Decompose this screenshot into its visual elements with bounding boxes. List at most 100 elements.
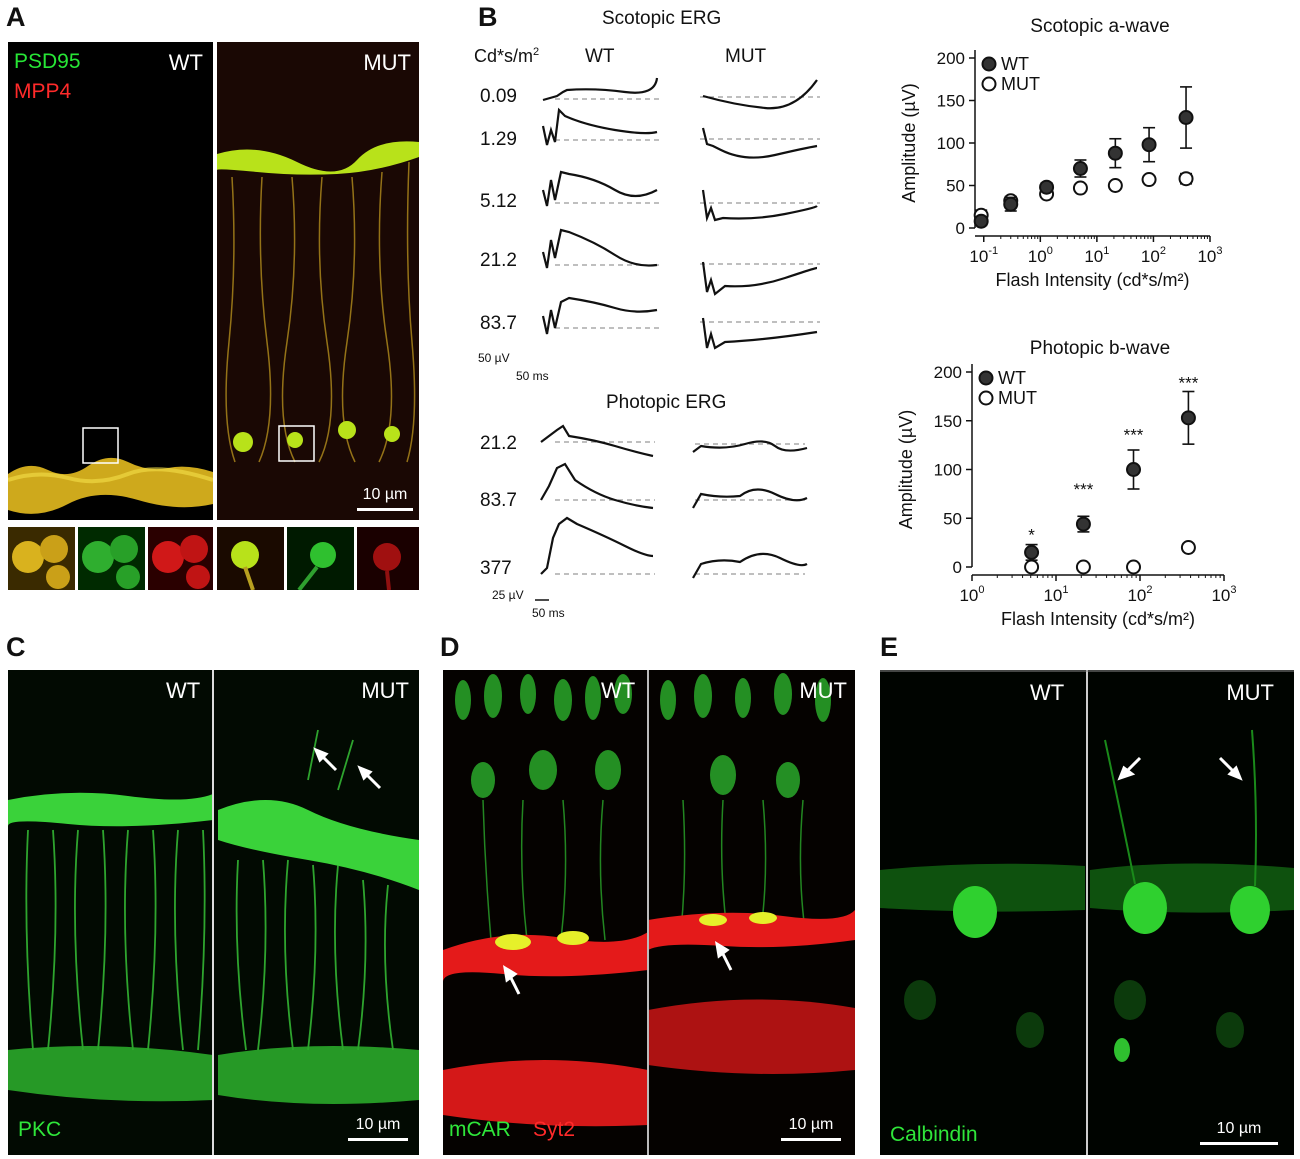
- x-tick-label: 102: [1127, 584, 1152, 605]
- y-tick-label: 100: [934, 461, 962, 480]
- scotopic-mut-header: MUT: [725, 46, 767, 67]
- y-tick-label: 200: [937, 49, 965, 68]
- panel-d-stain-syt2: Syt2: [533, 1118, 576, 1141]
- panel-a-inset-mut-green: [287, 527, 354, 590]
- panel-a-inset-wt-merge: [8, 527, 75, 590]
- legend-label: WT: [1001, 54, 1029, 74]
- photopic-scale-voltage: 25 µV: [492, 588, 524, 602]
- scotopic-erg-title: Scotopic ERG: [602, 8, 722, 29]
- x-tick-label: 100: [1028, 245, 1053, 266]
- photopic-scale-time: 50 ms: [532, 606, 565, 620]
- panel-c-wt-label: WT: [166, 678, 201, 703]
- scotopic-wt-header: WT: [585, 46, 615, 67]
- wt-data-point: [1107, 145, 1123, 161]
- panel-d-mut-label: MUT: [799, 678, 847, 703]
- wt-data-point: [1126, 462, 1142, 477]
- panel-d-structure: [443, 670, 855, 1155]
- y-tick-label: 0: [953, 558, 962, 577]
- significance-marker: ***: [1178, 374, 1198, 393]
- panel-a-wt-label: WT: [168, 50, 203, 75]
- scotopic-intensity-5: 83.7: [480, 313, 517, 334]
- legend-marker: [978, 370, 994, 386]
- legend-label: MUT: [1001, 74, 1040, 94]
- scotopic-intensity-2: 1.29: [480, 129, 517, 150]
- panel-e-image: WT MUT Calbindin 10 µm: [880, 670, 1294, 1155]
- panel-e-scale-bar: [1200, 1142, 1278, 1145]
- panel-letter-c: C: [6, 632, 26, 662]
- panel-e-stain-calbindin: Calbindin: [890, 1123, 978, 1146]
- panel-a-mut-image: MUT 10 µm: [217, 42, 419, 520]
- y-axis-label: Amplitude (µV): [899, 83, 919, 202]
- panel-c-scale-bar: [348, 1138, 408, 1141]
- y-tick-label: 50: [946, 177, 965, 196]
- panel-a-scale-bar: [357, 508, 413, 511]
- panel-a-wt-image: WT PSD95 MPP4: [8, 42, 213, 520]
- mut-data-point: [1075, 559, 1091, 575]
- panel-a-inset-mut-merge: [217, 527, 284, 590]
- photopic-intensity-3: 377: [480, 558, 512, 579]
- panel-letter-a: A: [6, 2, 26, 32]
- y-tick-label: 50: [943, 509, 962, 528]
- legend-label: MUT: [998, 388, 1037, 408]
- x-axis-label: Flash Intensity (cd*s/m²): [995, 270, 1189, 290]
- wt-data-point: [1178, 110, 1194, 125]
- wt-data-point: [1075, 516, 1091, 532]
- chart-title: Photopic b-wave: [1030, 338, 1170, 359]
- panel-e-scale-label: 10 µm: [1216, 1120, 1262, 1137]
- panel-a-inset-wt-red: [148, 527, 213, 590]
- wt-data-point: [1180, 410, 1196, 426]
- x-tick-label: 102: [1141, 245, 1166, 266]
- panel-a-wt-structure: [8, 427, 213, 514]
- panel-d-image: WT MUT mCAR Syt2 10 µm: [443, 670, 855, 1155]
- panel-letter-e: E: [880, 632, 899, 662]
- scotopic-erg-traces: [541, 77, 820, 350]
- y-tick-label: 150: [937, 92, 965, 111]
- photopic-b-wave-chart: Photopic b-wave 0 50 100 150 200 100 101 102 103 F…: [896, 338, 1237, 629]
- legend-marker: [978, 390, 994, 406]
- wt-data-point: [1141, 137, 1157, 153]
- chart-title: Scotopic a-wave: [1030, 16, 1169, 37]
- panel-c-mut-label: MUT: [361, 678, 409, 703]
- y-tick-label: 100: [937, 134, 965, 153]
- legend-marker: [981, 76, 997, 92]
- panel-c-image: WT MUT PKC 10 µm: [8, 670, 419, 1155]
- mut-data-point: [1178, 171, 1194, 187]
- mut-data-point: [1180, 540, 1196, 555]
- panel-d-stain-mcar: mCAR: [449, 1118, 511, 1141]
- wt-data-point: [973, 213, 989, 229]
- scotopic-scale-voltage: 50 µV: [478, 351, 510, 365]
- photopic-intensity-1: 21.2: [480, 433, 517, 454]
- scotopic-scale-time: 50 ms: [516, 369, 549, 383]
- panel-e-mut-label: MUT: [1226, 680, 1274, 705]
- panel-a-inset-mut-red: [357, 527, 419, 590]
- panel-a-stain-psd95: PSD95: [14, 50, 81, 73]
- photopic-intensity-2: 83.7: [480, 490, 517, 511]
- panel-letter-d: D: [440, 632, 460, 662]
- panel-d-scale-bar: [781, 1138, 841, 1141]
- x-tick-label: 103: [1197, 245, 1222, 266]
- y-tick-label: 150: [934, 412, 962, 431]
- photopic-erg-traces: [535, 424, 808, 601]
- mut-data-point: [1141, 172, 1157, 188]
- wt-data-point: [1003, 196, 1019, 212]
- significance-marker: ***: [1124, 425, 1144, 444]
- x-tick-label: 101: [1084, 245, 1109, 266]
- panel-a-mut-label: MUT: [363, 50, 411, 75]
- mut-data-point: [1126, 559, 1142, 575]
- scotopic-intensity-4: 21.2: [480, 250, 517, 271]
- scotopic-a-wave-chart: Scotopic a-wave 0 50 100 150 200 10-1 100 101 102…: [899, 16, 1223, 290]
- panel-c-structure: [8, 670, 419, 1155]
- photopic-erg-title: Photopic ERG: [606, 392, 727, 413]
- x-tick-label: 10-1: [969, 245, 998, 266]
- significance-marker: *: [1028, 526, 1035, 545]
- x-tick-label: 101: [1043, 584, 1068, 605]
- panel-e-wt-label: WT: [1030, 680, 1065, 705]
- mut-data-point: [1024, 559, 1040, 575]
- wt-data-point: [1039, 179, 1055, 195]
- panel-d-wt-label: WT: [601, 678, 636, 703]
- y-tick-label: 0: [956, 219, 965, 238]
- panel-a-mut-structure: [217, 141, 419, 463]
- panel-c-scale-label: 10 µm: [355, 1116, 401, 1133]
- panel-a-scale-label: 10 µm: [362, 486, 408, 503]
- significance-marker: ***: [1073, 480, 1093, 499]
